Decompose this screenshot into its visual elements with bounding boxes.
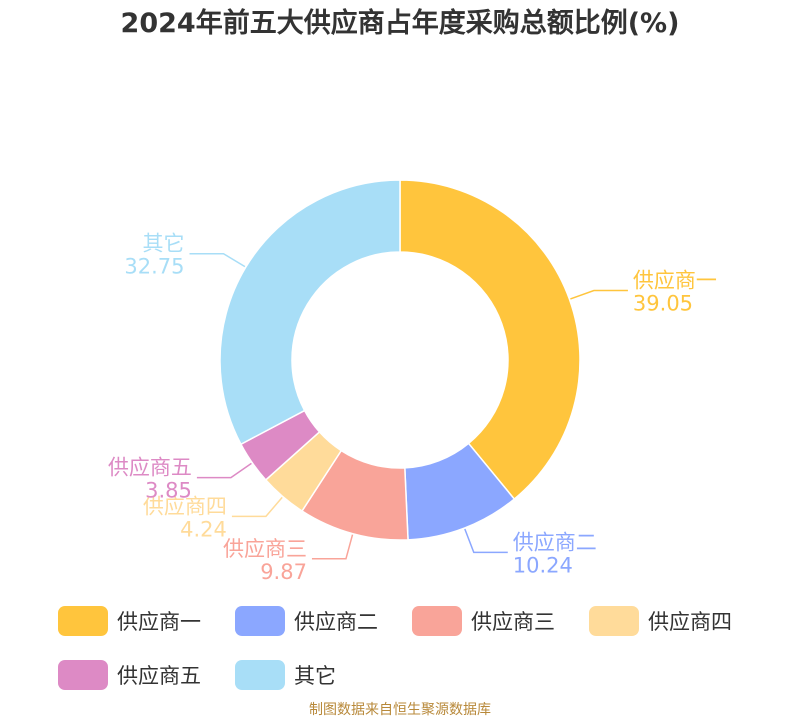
legend-label-three: 供应商三 — [471, 610, 555, 634]
legend-item-other[interactable]: 其它 — [235, 660, 412, 690]
leader-line-four — [231, 496, 283, 518]
slice-label-value-four: 4.24 — [180, 517, 227, 541]
legend-swatch-other — [235, 660, 285, 690]
legend-label-four: 供应商四 — [648, 610, 732, 634]
legend-label-five: 供应商五 — [117, 664, 201, 688]
legend-item-five[interactable]: 供应商五 — [58, 660, 235, 690]
leader-line-five — [196, 462, 252, 479]
slice-label-value-one: 39.05 — [633, 292, 693, 316]
slice-label-value-two: 10.24 — [513, 553, 573, 577]
slice-label-name-five: 供应商五 — [108, 456, 192, 480]
legend-label-other: 其它 — [294, 664, 336, 688]
chart-title: 2024年前五大供应商占年度采购总额比例(%) — [120, 8, 680, 39]
leader-line-three — [311, 534, 354, 560]
leader-line-two — [464, 528, 508, 554]
slice-label-value-other: 32.75 — [124, 255, 184, 279]
slice-label-name-other: 其它 — [143, 232, 185, 256]
leader-line-one — [570, 289, 628, 300]
slice-label-name-four: 供应商四 — [143, 494, 227, 518]
legend-swatch-five — [58, 660, 108, 690]
legend-swatch-four — [589, 606, 639, 636]
legend-swatch-three — [412, 606, 462, 636]
legend-swatch-one — [58, 606, 108, 636]
legend-item-four[interactable]: 供应商四 — [589, 606, 766, 636]
slice-label-value-five: 3.85 — [145, 479, 192, 503]
slice-label-name-three: 供应商三 — [223, 537, 307, 561]
slice-label-name-one: 供应商一 — [633, 269, 717, 293]
leader-line-other — [189, 252, 246, 268]
chart-legend: 供应商一 供应商二 供应商三 供应商四供应商五 其它 — [58, 606, 778, 690]
slice-one[interactable] — [399, 179, 581, 501]
legend-item-three[interactable]: 供应商三 — [412, 606, 589, 636]
slice-label-name-two: 供应商二 — [513, 530, 597, 554]
legend-item-one[interactable]: 供应商一 — [58, 606, 235, 636]
legend-swatch-two — [235, 606, 285, 636]
source-note: 制图数据来自恒生聚源数据库 — [309, 702, 491, 718]
legend-label-one: 供应商一 — [117, 610, 201, 634]
slice-other[interactable] — [219, 179, 401, 446]
legend-item-two[interactable]: 供应商二 — [235, 606, 412, 636]
legend-label-two: 供应商二 — [294, 610, 378, 634]
slice-label-value-three: 9.87 — [260, 560, 307, 584]
